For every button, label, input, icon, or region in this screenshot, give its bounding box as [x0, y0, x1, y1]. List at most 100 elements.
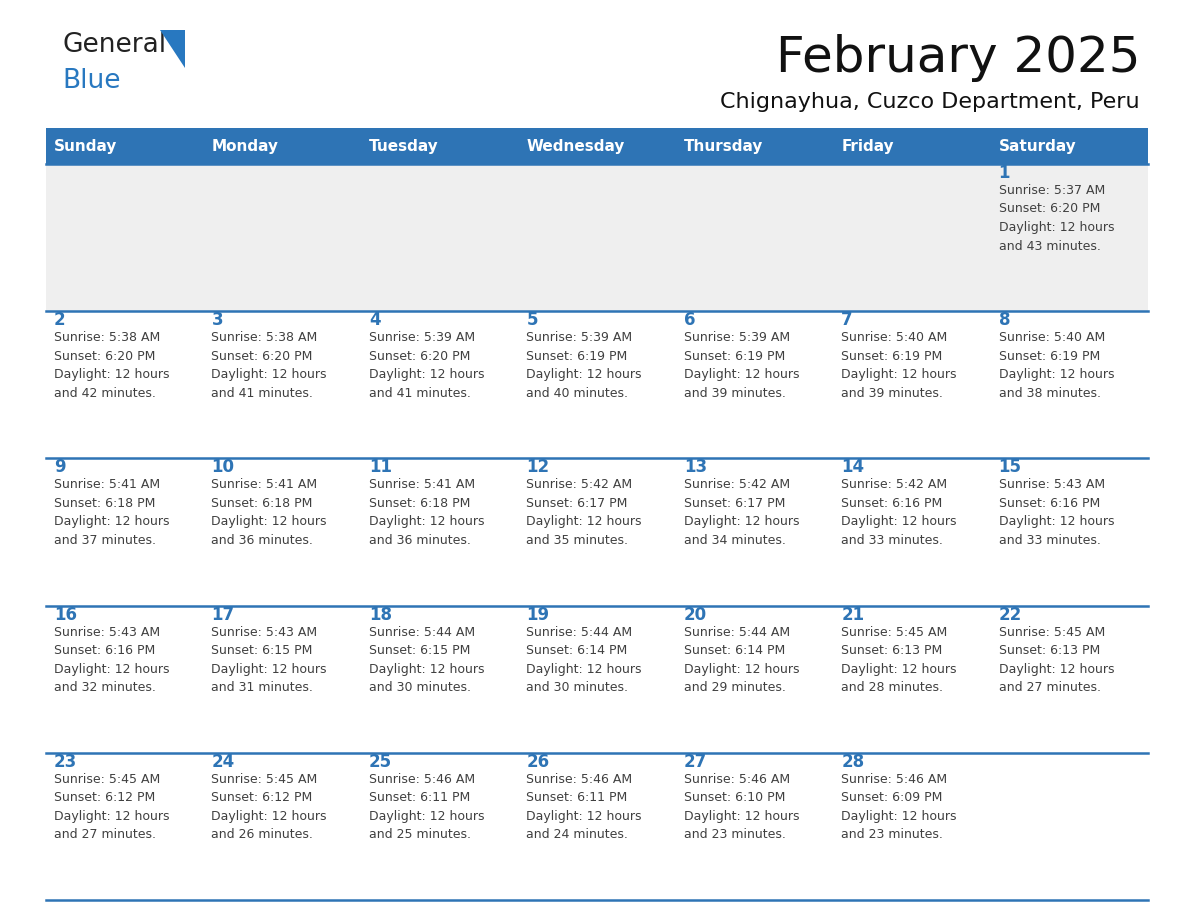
Text: Sunset: 6:13 PM: Sunset: 6:13 PM	[841, 644, 942, 657]
Bar	[203, 458, 361, 606]
Bar	[518, 458, 676, 606]
Text: Daylight: 12 hours: Daylight: 12 hours	[368, 368, 485, 381]
Text: 19: 19	[526, 606, 549, 623]
Text: General: General	[62, 32, 166, 58]
Bar	[518, 128, 676, 164]
Text: Sunset: 6:20 PM: Sunset: 6:20 PM	[999, 203, 1100, 216]
Text: Daylight: 12 hours: Daylight: 12 hours	[53, 515, 170, 529]
Text: Sunset: 6:18 PM: Sunset: 6:18 PM	[53, 497, 156, 509]
Text: Sunrise: 5:40 AM: Sunrise: 5:40 AM	[841, 331, 947, 344]
Polygon shape	[160, 30, 185, 68]
Text: Sunset: 6:19 PM: Sunset: 6:19 PM	[526, 350, 627, 363]
Text: Sunset: 6:12 PM: Sunset: 6:12 PM	[211, 791, 312, 804]
Text: and 39 minutes.: and 39 minutes.	[684, 386, 785, 399]
Text: and 25 minutes.: and 25 minutes.	[368, 828, 470, 841]
Text: and 33 minutes.: and 33 minutes.	[999, 534, 1100, 547]
Bar	[46, 164, 203, 311]
Bar	[991, 128, 1148, 164]
Text: Sunset: 6:19 PM: Sunset: 6:19 PM	[999, 350, 1100, 363]
Bar	[991, 753, 1148, 900]
Text: February 2025: February 2025	[776, 34, 1140, 82]
Text: 28: 28	[841, 753, 864, 771]
Bar	[991, 164, 1148, 311]
Bar	[676, 128, 833, 164]
Text: Sunrise: 5:43 AM: Sunrise: 5:43 AM	[211, 625, 317, 639]
Bar	[361, 164, 518, 311]
Bar	[833, 311, 991, 458]
Text: 11: 11	[368, 458, 392, 476]
Text: and 33 minutes.: and 33 minutes.	[841, 534, 943, 547]
Text: Daylight: 12 hours: Daylight: 12 hours	[368, 663, 485, 676]
Text: 24: 24	[211, 753, 235, 771]
Text: Sunset: 6:18 PM: Sunset: 6:18 PM	[368, 497, 470, 509]
Text: Sunset: 6:14 PM: Sunset: 6:14 PM	[684, 644, 785, 657]
Bar	[991, 606, 1148, 753]
Bar	[203, 606, 361, 753]
Bar	[676, 606, 833, 753]
Text: 21: 21	[841, 606, 864, 623]
Text: Sunrise: 5:45 AM: Sunrise: 5:45 AM	[841, 625, 947, 639]
Text: and 31 minutes.: and 31 minutes.	[211, 681, 314, 694]
Bar	[833, 128, 991, 164]
Bar	[833, 458, 991, 606]
Text: Sunrise: 5:44 AM: Sunrise: 5:44 AM	[526, 625, 632, 639]
Text: 5: 5	[526, 311, 538, 330]
Text: Sunrise: 5:43 AM: Sunrise: 5:43 AM	[999, 478, 1105, 491]
Text: and 43 minutes.: and 43 minutes.	[999, 240, 1100, 252]
Text: 25: 25	[368, 753, 392, 771]
Text: Sunset: 6:17 PM: Sunset: 6:17 PM	[684, 497, 785, 509]
Text: Daylight: 12 hours: Daylight: 12 hours	[684, 663, 800, 676]
Text: Daylight: 12 hours: Daylight: 12 hours	[684, 368, 800, 381]
Text: Daylight: 12 hours: Daylight: 12 hours	[999, 368, 1114, 381]
Text: Daylight: 12 hours: Daylight: 12 hours	[53, 368, 170, 381]
Text: and 30 minutes.: and 30 minutes.	[526, 681, 628, 694]
Text: Daylight: 12 hours: Daylight: 12 hours	[53, 663, 170, 676]
Text: Sunset: 6:20 PM: Sunset: 6:20 PM	[368, 350, 470, 363]
Text: Daylight: 12 hours: Daylight: 12 hours	[841, 810, 956, 823]
Text: Sunrise: 5:41 AM: Sunrise: 5:41 AM	[53, 478, 160, 491]
Bar	[203, 128, 361, 164]
Text: and 24 minutes.: and 24 minutes.	[526, 828, 628, 841]
Text: 18: 18	[368, 606, 392, 623]
Text: Sunrise: 5:38 AM: Sunrise: 5:38 AM	[53, 331, 160, 344]
Bar	[361, 311, 518, 458]
Text: Daylight: 12 hours: Daylight: 12 hours	[211, 515, 327, 529]
Text: Blue: Blue	[62, 68, 120, 94]
Text: and 37 minutes.: and 37 minutes.	[53, 534, 156, 547]
Text: 3: 3	[211, 311, 223, 330]
Text: 1: 1	[999, 164, 1010, 182]
Text: and 27 minutes.: and 27 minutes.	[999, 681, 1100, 694]
Bar	[676, 458, 833, 606]
Text: Sunset: 6:10 PM: Sunset: 6:10 PM	[684, 791, 785, 804]
Bar	[46, 458, 203, 606]
Text: Sunset: 6:17 PM: Sunset: 6:17 PM	[526, 497, 627, 509]
Text: Sunset: 6:20 PM: Sunset: 6:20 PM	[211, 350, 312, 363]
Text: Chignayhua, Cuzco Department, Peru: Chignayhua, Cuzco Department, Peru	[720, 92, 1140, 112]
Bar	[203, 311, 361, 458]
Text: Friday: Friday	[841, 139, 893, 153]
Text: and 39 minutes.: and 39 minutes.	[841, 386, 943, 399]
Text: Sunrise: 5:46 AM: Sunrise: 5:46 AM	[841, 773, 947, 786]
Text: Sunset: 6:11 PM: Sunset: 6:11 PM	[526, 791, 627, 804]
Text: Sunset: 6:19 PM: Sunset: 6:19 PM	[684, 350, 785, 363]
Text: Sunrise: 5:42 AM: Sunrise: 5:42 AM	[526, 478, 632, 491]
Text: Sunset: 6:14 PM: Sunset: 6:14 PM	[526, 644, 627, 657]
Text: 27: 27	[684, 753, 707, 771]
Text: Daylight: 12 hours: Daylight: 12 hours	[999, 221, 1114, 234]
Bar	[203, 164, 361, 311]
Text: and 38 minutes.: and 38 minutes.	[999, 386, 1100, 399]
Text: Sunrise: 5:46 AM: Sunrise: 5:46 AM	[684, 773, 790, 786]
Text: Tuesday: Tuesday	[368, 139, 438, 153]
Text: Daylight: 12 hours: Daylight: 12 hours	[684, 515, 800, 529]
Text: Sunset: 6:12 PM: Sunset: 6:12 PM	[53, 791, 156, 804]
Text: Monday: Monday	[211, 139, 278, 153]
Bar	[361, 458, 518, 606]
Text: 9: 9	[53, 458, 65, 476]
Bar	[46, 311, 203, 458]
Text: Sunset: 6:13 PM: Sunset: 6:13 PM	[999, 644, 1100, 657]
Text: Sunrise: 5:37 AM: Sunrise: 5:37 AM	[999, 184, 1105, 197]
Text: Daylight: 12 hours: Daylight: 12 hours	[999, 663, 1114, 676]
Text: 23: 23	[53, 753, 77, 771]
Bar	[46, 606, 203, 753]
Bar	[833, 164, 991, 311]
